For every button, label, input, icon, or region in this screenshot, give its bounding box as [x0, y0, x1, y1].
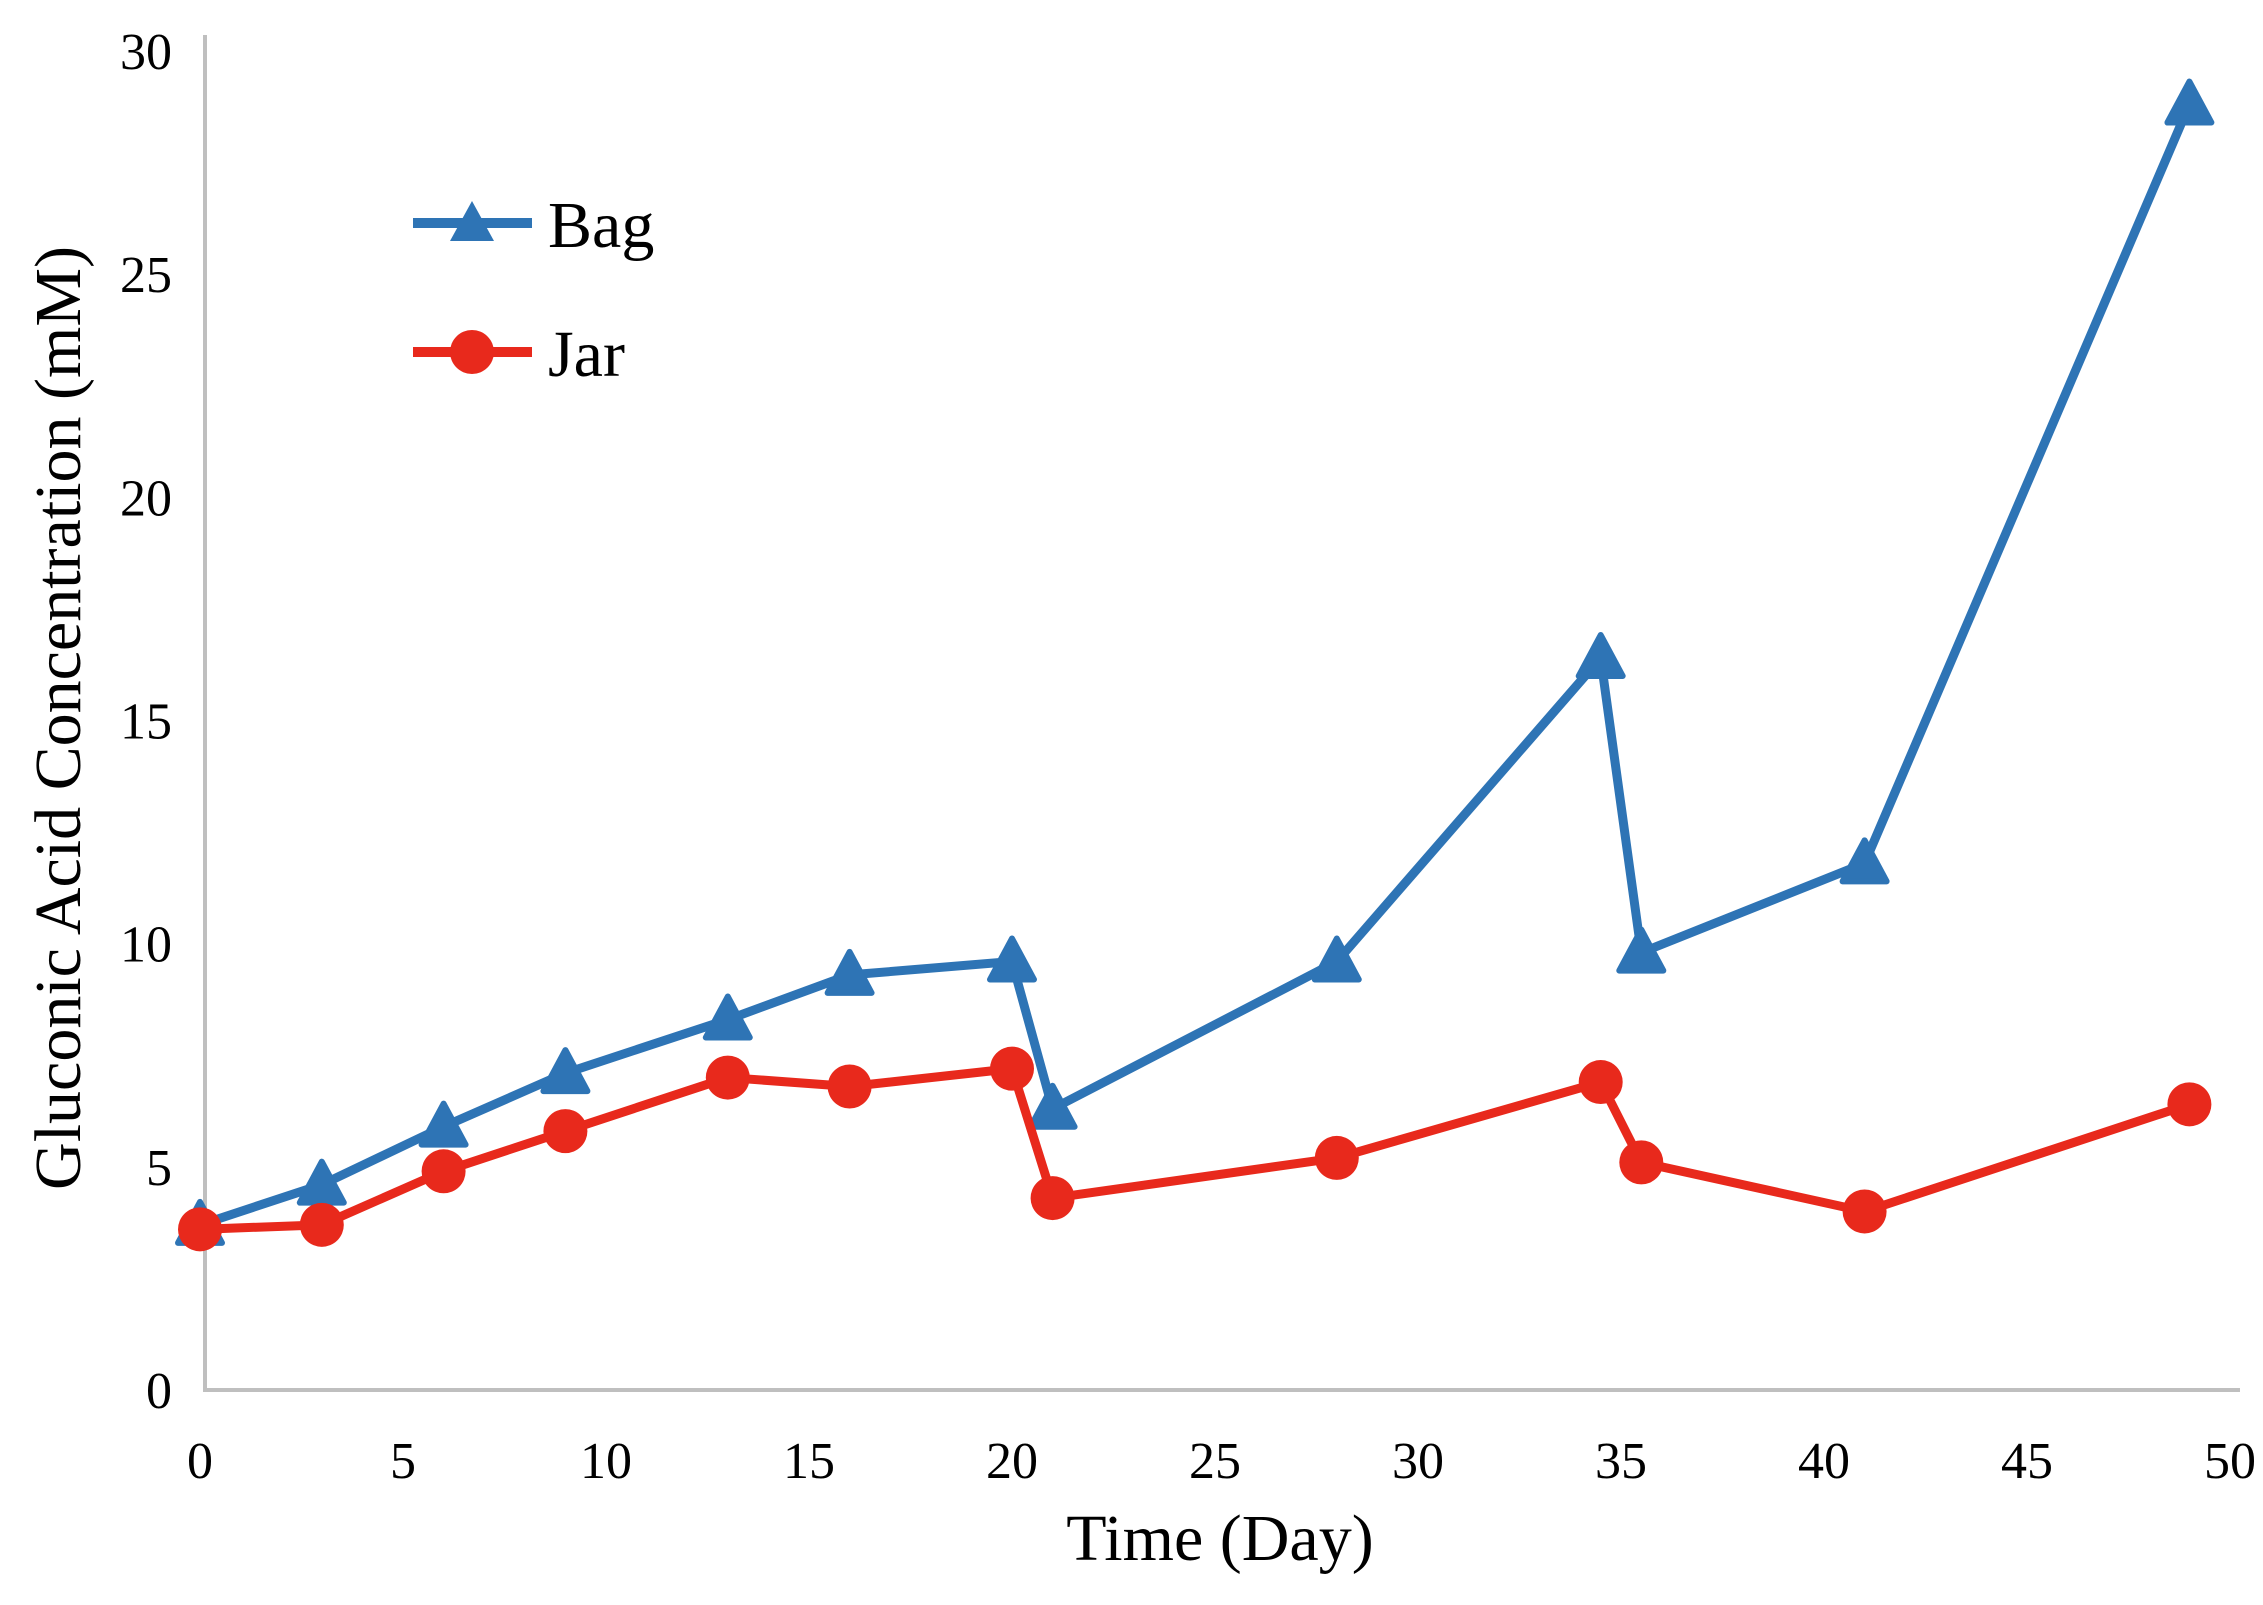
- jar-series: [178, 1046, 2212, 1252]
- x-tick-label-50: 50: [2204, 1433, 2256, 1490]
- bag-data-point-day-20: [987, 935, 1037, 983]
- bag-data-point-day-13: [702, 993, 753, 1041]
- x-tick-label-0: 0: [187, 1433, 213, 1490]
- x-axis-tick-labels: 0 5 10 15 20 25 30 35 40 45 50: [187, 1433, 2256, 1490]
- x-tick-label-30: 30: [1392, 1433, 1444, 1490]
- bag-legend-label: Bag: [548, 189, 654, 262]
- jar-data-point-day-35.5: [1619, 1140, 1664, 1185]
- y-tick-label-0: 0: [146, 1363, 172, 1420]
- x-tick-label-15: 15: [783, 1433, 835, 1490]
- x-tick-label-5: 5: [390, 1433, 416, 1490]
- x-tick-label-35: 35: [1595, 1433, 1647, 1490]
- bag-data-point-day-21: [1027, 1082, 1078, 1130]
- x-tick-label-10: 10: [580, 1433, 632, 1490]
- y-axis-tick-labels: 0 5 10 15 20 25 30: [120, 24, 172, 1420]
- bag-data-point-day-49: [2164, 78, 2215, 126]
- x-axis-title: Time (Day): [1066, 1502, 1373, 1575]
- legend-item-bag: Bag: [413, 189, 654, 262]
- bag-data-point-day-35.5: [1616, 926, 1667, 974]
- jar-data-point-day-20: [990, 1046, 1034, 1091]
- bag-data-point-day-28: [1311, 935, 1362, 983]
- x-tick-label-45: 45: [2001, 1433, 2053, 1490]
- jar-data-point-day-34.5: [1578, 1060, 1623, 1105]
- bag-series-line: [195, 100, 2194, 1230]
- y-tick-label-15: 15: [120, 694, 172, 751]
- y-tick-label-20: 20: [120, 470, 172, 527]
- bag-triangle-icon: [450, 201, 494, 241]
- bag-data-point-day-34.5: [1575, 632, 1626, 680]
- jar-data-point-day-49: [2167, 1082, 2212, 1127]
- bag-series: [175, 78, 2215, 1246]
- jar-data-point-day-21: [1030, 1176, 1075, 1221]
- bag-data-point-day-41: [1839, 837, 1890, 885]
- jar-data-point-day-41: [1842, 1189, 1887, 1234]
- jar-data-point-day-16: [827, 1064, 872, 1109]
- jar-data-point-day-9: [543, 1109, 588, 1154]
- jar-data-point-day-28: [1314, 1135, 1359, 1180]
- jar-data-point-day-13: [705, 1055, 750, 1100]
- y-tick-label-10: 10: [120, 917, 172, 974]
- legend: Bag Jar: [413, 189, 654, 391]
- x-tick-label-40: 40: [1798, 1433, 1850, 1490]
- jar-data-point-day-3: [299, 1202, 344, 1247]
- y-tick-label-5: 5: [146, 1140, 172, 1197]
- y-tick-label-25: 25: [120, 247, 172, 304]
- legend-item-jar: Jar: [413, 318, 625, 391]
- bag-data-point-day-3: [296, 1158, 347, 1206]
- x-tick-label-20: 20: [986, 1433, 1038, 1490]
- axes: [203, 35, 2240, 1392]
- y-tick-label-30: 30: [120, 24, 172, 81]
- bag-data-point-day-16: [824, 948, 875, 996]
- x-tick-label-25: 25: [1189, 1433, 1241, 1490]
- data-series-group: [175, 78, 2215, 1252]
- jar-data-point-day-6: [421, 1149, 466, 1194]
- bag-data-point-day-6: [418, 1100, 469, 1148]
- jar-data-point-day-0: [178, 1207, 222, 1252]
- jar-circle-icon: [450, 330, 494, 374]
- jar-series-line: [195, 1064, 2194, 1234]
- jar-legend-label: Jar: [548, 318, 625, 391]
- y-axis-title: Gluconic Acid Concentration (mM): [22, 246, 95, 1190]
- bag-data-point-day-9: [540, 1047, 591, 1095]
